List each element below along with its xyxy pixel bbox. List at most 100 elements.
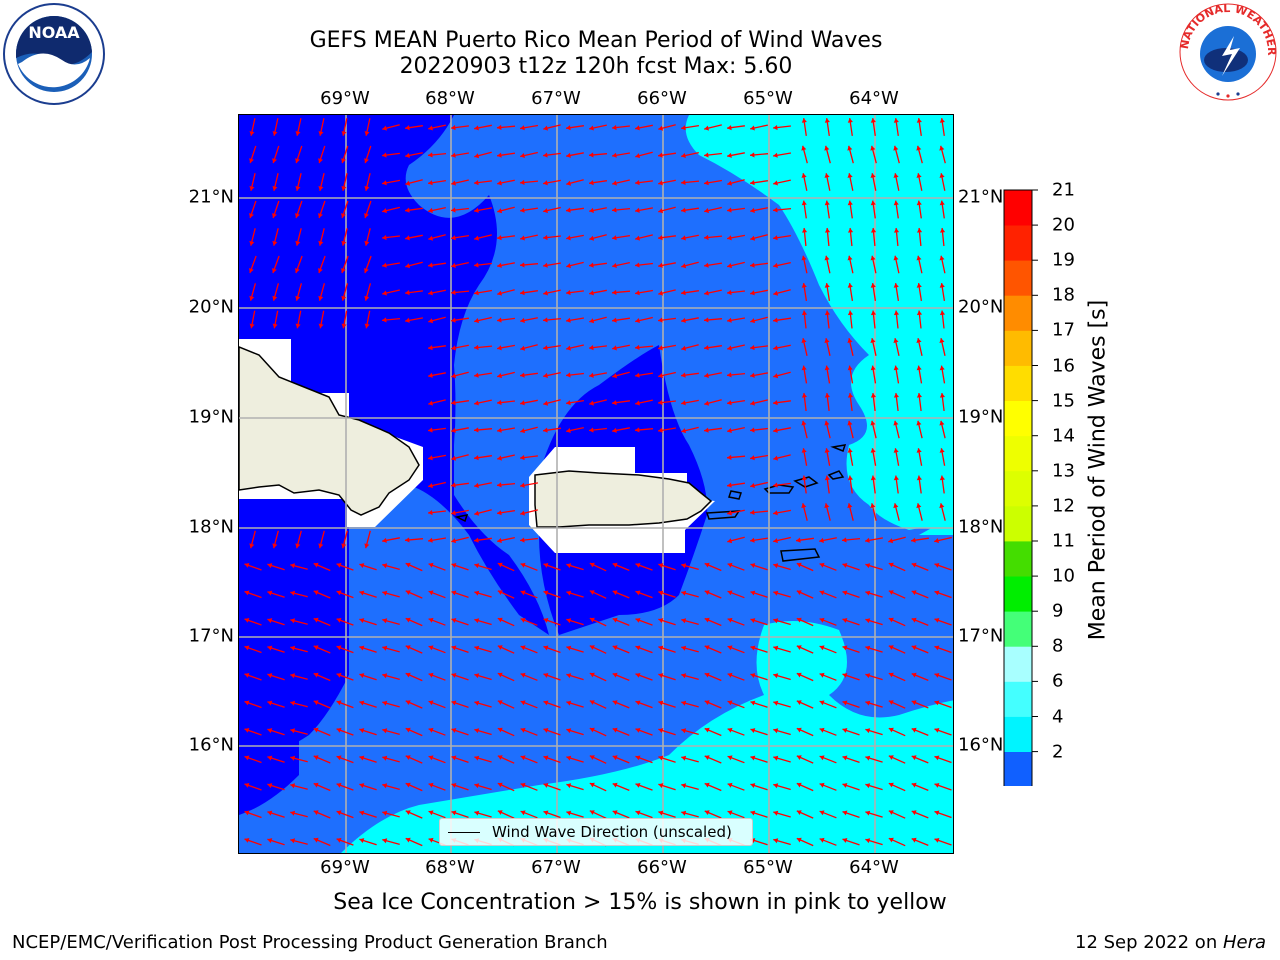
wind-wave-arrowhead — [773, 455, 778, 461]
wind-wave-arrowhead — [589, 727, 595, 733]
wind-wave-arrowhead — [474, 207, 479, 213]
wind-wave-arrowhead — [589, 345, 594, 351]
wind-wave-arrowhead — [405, 562, 411, 568]
wind-wave-arrowhead — [318, 131, 324, 136]
wind-wave-arrowhead — [451, 755, 457, 761]
wind-wave-arrowhead — [520, 345, 526, 351]
wind-wave-arrowhead — [681, 645, 687, 651]
lat-label-left: 21°N — [188, 186, 234, 208]
wind-wave-arrowhead — [451, 207, 456, 213]
wind-wave-arrowhead — [589, 427, 594, 433]
wind-wave-arrowhead — [750, 755, 756, 761]
wind-wave-arrowhead — [773, 207, 778, 213]
wind-wave-arrowhead — [824, 503, 830, 509]
wind-wave-arrowhead — [520, 482, 525, 488]
wind-wave-arrowhead — [801, 503, 807, 509]
wind-wave-arrowhead — [750, 563, 756, 568]
wind-wave-arrowhead — [451, 673, 457, 678]
wind-wave-arrowhead — [589, 782, 595, 788]
colorbar-frame — [1003, 189, 1033, 786]
wave-period-4-6-region — [341, 621, 953, 853]
wind-wave-arrowhead — [566, 345, 571, 351]
wind-wave-arrowhead — [916, 475, 922, 481]
wind-wave-arrowhead — [911, 727, 917, 733]
wind-wave-arrowhead — [451, 563, 457, 568]
wind-wave-arrowhead — [520, 317, 525, 323]
wind-wave-arrowhead — [336, 645, 342, 651]
wind-wave-arrowhead — [658, 645, 664, 651]
wind-wave-arrowhead — [865, 728, 871, 734]
island-outline — [830, 444, 847, 452]
wind-wave-arrowhead — [801, 365, 807, 371]
wind-wave-arrowhead — [382, 125, 387, 131]
wind-wave-arrowhead — [428, 727, 434, 733]
wind-wave-arrowhead — [382, 590, 388, 596]
wind-wave-arrowhead — [911, 782, 917, 788]
wind-wave-arrowhead — [405, 837, 411, 843]
wind-wave-arrowhead — [916, 503, 922, 509]
colorbar-tick-label: 11 — [1052, 530, 1075, 552]
wind-wave-arrowhead — [888, 782, 894, 788]
wind-wave-arrowhead — [497, 345, 502, 351]
colorbar-tick-label: 21 — [1052, 179, 1075, 201]
wind-wave-arrowhead — [773, 783, 779, 789]
wind-wave-arrowhead — [704, 617, 710, 623]
wind-wave-arrowhead — [824, 365, 830, 371]
wind-wave-arrowhead — [364, 213, 369, 218]
wind-wave-arrowhead — [704, 810, 710, 815]
wind-wave-arrowhead — [916, 283, 922, 288]
wind-wave-arrowhead — [341, 213, 346, 218]
wind-wave-arrowhead — [428, 700, 434, 706]
wind-wave-arrowhead — [824, 310, 831, 316]
lon-label-bottom: 69°W — [320, 857, 370, 878]
wind-wave-arrowhead — [405, 290, 410, 296]
wind-wave-arrowhead — [589, 590, 595, 595]
wind-wave-arrowhead — [428, 483, 433, 489]
wind-wave-arrowhead — [313, 645, 319, 651]
wind-wave-arrowhead — [796, 645, 802, 650]
map-canvas — [239, 115, 953, 853]
wind-wave-arrowhead — [520, 207, 525, 213]
wind-wave-arrowhead — [589, 290, 594, 296]
wind-wave-arrowhead — [290, 838, 296, 844]
wind-wave-arrowhead — [917, 228, 923, 233]
wind-wave-arrowhead — [635, 180, 640, 186]
colorbar-cell — [1004, 470, 1032, 507]
wind-wave-arrowhead — [341, 158, 346, 164]
wind-wave-arrowhead — [704, 345, 709, 351]
puerto-rico-land — [534, 470, 713, 528]
wind-wave-arrowhead — [336, 562, 342, 568]
wind-wave-arrowhead — [474, 645, 480, 651]
wind-wave-arrowhead — [566, 618, 572, 624]
wind-wave-arrowhead — [750, 455, 755, 461]
wind-wave-arrowhead — [934, 645, 940, 651]
wind-wave-arrowhead — [658, 673, 664, 678]
wind-wave-arrowhead — [520, 372, 525, 378]
wind-wave-arrowhead — [773, 317, 778, 323]
wind-wave-arrowhead — [497, 782, 503, 788]
wind-wave-arrowhead — [750, 372, 755, 378]
wind-wave-arrowhead — [796, 810, 802, 815]
wind-wave-arrowhead — [704, 262, 709, 268]
wind-wave-arrowhead — [566, 400, 571, 406]
wind-wave-arrowhead — [802, 228, 808, 233]
wind-wave-arrowhead — [295, 323, 301, 329]
wind-wave-arrowhead — [842, 537, 847, 543]
wind-wave-arrowhead — [911, 837, 917, 843]
wind-wave-arrowhead — [681, 428, 686, 434]
wind-wave-arrowhead — [635, 563, 641, 568]
wind-wave-arrowhead — [824, 420, 830, 426]
lon-label-top: 69°W — [320, 88, 370, 109]
wind-wave-arrowhead — [405, 125, 410, 131]
wind-wave-arrowhead — [940, 228, 946, 233]
wind-wave-arrowhead — [405, 537, 410, 543]
wind-wave-arrowhead — [612, 125, 617, 131]
wind-wave-arrowhead — [893, 200, 899, 206]
wind-wave-arrowhead — [359, 810, 365, 816]
wind-wave-arrowhead — [870, 365, 876, 371]
colorbar-cell — [1004, 260, 1032, 296]
wind-wave-arrowhead — [428, 345, 433, 351]
wind-wave-arrowhead — [893, 420, 899, 426]
wind-wave-arrowhead — [893, 393, 899, 398]
wind-wave-arrowhead — [589, 125, 594, 131]
